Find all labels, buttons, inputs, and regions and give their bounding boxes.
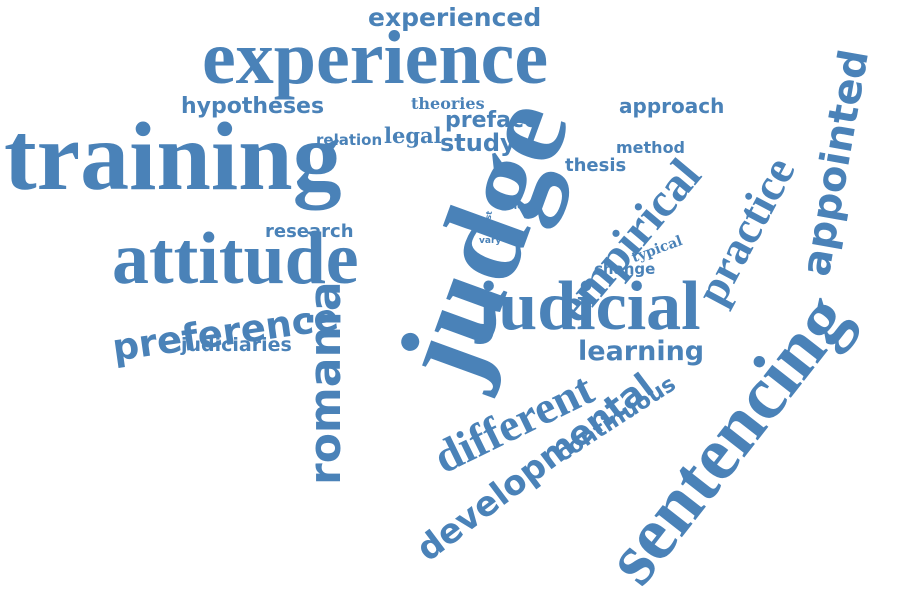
- word-appointed: appointed: [793, 46, 879, 280]
- word-method: method: [616, 138, 686, 157]
- word-relation: relation: [316, 131, 383, 149]
- word-attitude: attitude: [112, 218, 359, 300]
- word-research: research: [265, 221, 354, 242]
- word-judiciaries: judiciaries: [181, 334, 292, 356]
- word-judicial: judicial: [475, 268, 701, 345]
- word-vary: vary: [479, 236, 502, 246]
- word-hypotheses: hypotheses: [181, 94, 325, 119]
- word-theories: theories: [411, 94, 485, 113]
- word-approach: approach: [619, 94, 725, 118]
- word-experienced: experienced: [368, 3, 542, 32]
- word-learning: learning: [578, 336, 705, 367]
- word-preface: preface: [445, 108, 539, 133]
- word-change: change: [594, 260, 656, 278]
- word-cloud: experienced experience hypotheses theori…: [4, 3, 879, 599]
- word-thesis: thesis: [565, 155, 627, 176]
- word-experience: experience: [202, 16, 549, 100]
- word-legal: legal: [384, 123, 442, 148]
- word-practice: practice: [685, 148, 805, 313]
- word-training: training: [4, 103, 342, 211]
- word-study: study: [440, 129, 516, 157]
- word-romania: romania: [300, 281, 351, 485]
- word-need: need: [510, 201, 538, 212]
